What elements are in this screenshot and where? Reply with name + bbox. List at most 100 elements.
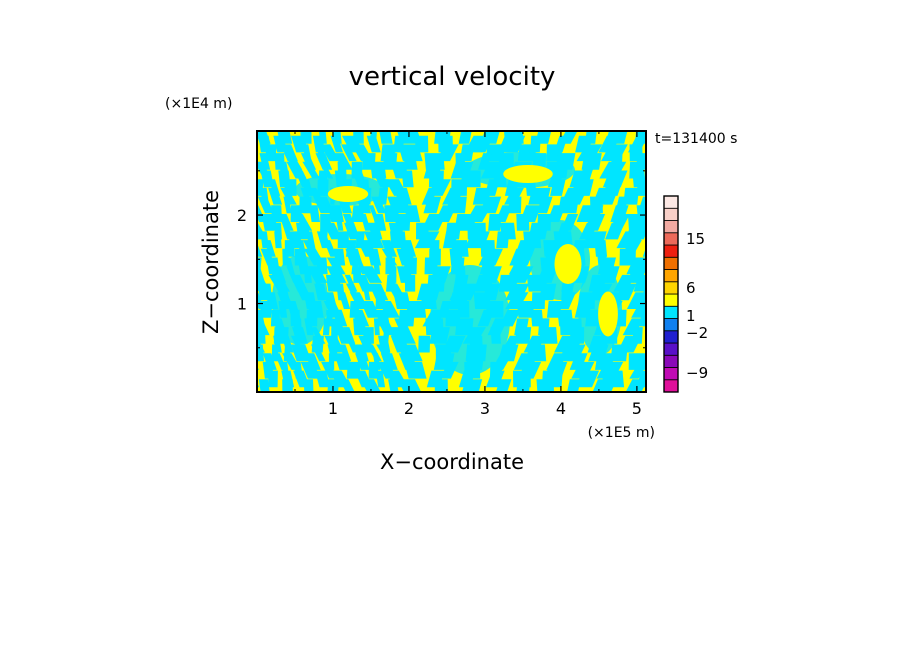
negative-velocity-band	[601, 144, 628, 162]
negative-velocity-band	[259, 153, 271, 170]
negative-velocity-band	[262, 353, 277, 370]
colorbar-swatch	[663, 342, 679, 356]
negative-velocity-band	[536, 379, 555, 392]
negative-velocity-band	[610, 344, 628, 362]
colorbar-swatch	[663, 281, 679, 295]
time-label: t=131400 s	[655, 131, 737, 147]
negative-velocity-band	[633, 274, 646, 292]
negative-velocity-band	[264, 240, 276, 257]
positive-velocity-patch	[598, 291, 618, 337]
negative-velocity-band	[283, 196, 292, 214]
colorbar-tick-label: 15	[686, 230, 705, 248]
negative-velocity-band	[241, 379, 256, 396]
negative-velocity-band	[300, 361, 321, 379]
negative-velocity-band	[373, 318, 380, 336]
negative-velocity-band	[319, 144, 340, 162]
negative-velocity-band	[326, 266, 347, 283]
negative-velocity-band	[246, 275, 253, 292]
negative-velocity-band	[246, 327, 253, 344]
negative-velocity-band	[257, 242, 263, 257]
negative-velocity-band	[344, 274, 358, 292]
colorbar-tick-label: 6	[686, 279, 696, 297]
negative-velocity-band	[242, 153, 254, 170]
negative-velocity-band	[368, 361, 379, 379]
negative-velocity-band	[649, 336, 661, 353]
negative-velocity-band	[259, 301, 273, 318]
negative-velocity-band	[280, 187, 297, 205]
negative-velocity-band	[335, 214, 344, 231]
negative-velocity-band	[536, 196, 553, 214]
negative-velocity-band	[381, 240, 397, 257]
negative-velocity-band	[569, 353, 588, 370]
negative-velocity-band	[324, 335, 345, 353]
negative-velocity-band	[599, 161, 627, 179]
negative-velocity-band	[344, 222, 360, 240]
negative-velocity-band	[508, 196, 522, 214]
negative-velocity-band	[302, 161, 320, 179]
negative-velocity-band	[505, 292, 529, 309]
negative-velocity-band	[355, 274, 373, 292]
colorbar-tick-label: −2	[686, 324, 708, 342]
colorbar-swatch	[663, 379, 679, 393]
negative-velocity-band	[339, 344, 352, 362]
chart-title: vertical velocity	[349, 62, 556, 92]
negative-velocity-band	[241, 171, 256, 188]
negative-velocity-band	[242, 223, 249, 240]
negative-velocity-band	[592, 379, 617, 392]
negative-velocity-band	[353, 318, 366, 336]
negative-velocity-band	[265, 144, 277, 162]
y-tick-label: 2	[237, 206, 247, 225]
negative-velocity-band	[571, 361, 595, 379]
negative-velocity-band	[305, 353, 321, 370]
y-tick-label: 1	[237, 295, 247, 314]
negative-velocity-band	[402, 153, 418, 170]
y-axis: 12	[237, 170, 646, 349]
negative-velocity-band	[273, 335, 282, 353]
negative-velocity-band	[575, 370, 600, 388]
negative-velocity-band	[315, 370, 331, 388]
colorbar-swatch	[663, 244, 679, 258]
negative-velocity-band	[360, 379, 381, 392]
negative-velocity-band	[323, 240, 337, 257]
negative-velocity-band	[230, 127, 248, 144]
colorbar-swatch	[663, 305, 679, 319]
negative-velocity-band	[236, 188, 255, 205]
negative-velocity-band	[404, 361, 427, 379]
negative-velocity-band	[378, 301, 400, 318]
y-axis-label: Z−coordinate	[199, 190, 223, 334]
negative-velocity-band	[401, 170, 414, 188]
negative-velocity-band	[322, 318, 331, 336]
negative-velocity-band	[485, 370, 505, 388]
negative-velocity-band	[300, 153, 317, 170]
colorbar-swatch	[663, 318, 679, 332]
negative-velocity-band	[233, 231, 246, 248]
negative-velocity-band	[261, 214, 278, 231]
negative-velocity-band	[488, 214, 502, 231]
negative-velocity-band	[660, 162, 682, 179]
x-tick-label: 5	[632, 399, 642, 418]
negative-velocity-band	[257, 159, 259, 162]
negative-velocity-band	[303, 379, 314, 392]
negative-velocity-band	[662, 171, 680, 188]
negative-velocity-band	[237, 179, 247, 196]
negative-velocity-band	[538, 327, 558, 344]
negative-velocity-band	[380, 353, 398, 370]
colorbar-tick-label: 1	[686, 307, 696, 325]
negative-velocity-band	[257, 344, 264, 362]
negative-velocity-band	[442, 187, 465, 205]
negative-velocity-band	[268, 370, 278, 388]
negative-velocity-band	[516, 301, 535, 318]
x-tick-label: 4	[556, 399, 566, 418]
negative-velocity-band	[231, 266, 249, 283]
negative-velocity-band	[309, 205, 320, 222]
negative-velocity-band	[619, 248, 636, 266]
colorbar-tick-label: −9	[686, 364, 708, 382]
negative-velocity-band	[337, 231, 349, 249]
negative-velocity-band	[649, 266, 661, 283]
positive-velocity-patch	[327, 186, 369, 202]
colorbar-swatch	[663, 256, 679, 270]
negative-velocity-band	[306, 231, 316, 249]
positive-velocity-patch	[554, 244, 582, 284]
negative-velocity-band	[242, 136, 251, 153]
negative-velocity-band	[579, 222, 599, 240]
